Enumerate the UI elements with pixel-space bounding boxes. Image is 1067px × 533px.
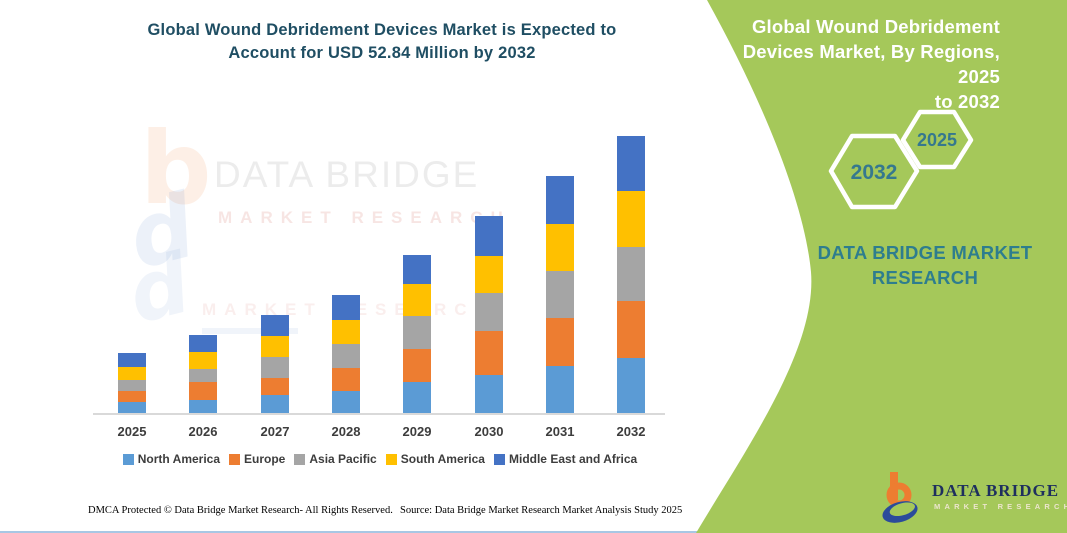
databridge-logo-name: DATA BRIDGE (932, 481, 1060, 500)
legend-swatch-icon (294, 453, 306, 465)
bar-segment-2030-asia-pacific (475, 293, 503, 331)
bar-segment-2025-asia-pacific (118, 380, 146, 391)
legend-swatch-icon (493, 453, 505, 465)
bar-segment-2031-middle-east-and-africa (546, 176, 574, 224)
bar-segment-2029-south-america (403, 284, 431, 316)
bar-segment-2030-south-america (475, 256, 503, 293)
x-axis-label-2025: 2025 (117, 424, 147, 439)
legend-item-middle-east-and-africa: Middle East and Africa (493, 452, 638, 466)
bar-segment-2029-asia-pacific (403, 316, 431, 349)
databridge-logo-tagline: MARKET RESEARCH (934, 502, 1067, 511)
databridge-logo-icon (882, 472, 918, 523)
bar-segment-2029-north-america (403, 382, 431, 413)
x-axis-label-2026: 2026 (188, 424, 218, 439)
bar-segment-2029-middle-east-and-africa (403, 255, 431, 284)
legend-label: Middle East and Africa (508, 452, 638, 466)
stacked-bar-2029 (403, 255, 431, 413)
legend-label: Asia Pacific (309, 452, 377, 466)
hexagon-2025-label: 2025 (917, 130, 957, 150)
plot-area: 2025 2026 2027 2028 2029 2030 2031 2032 (93, 136, 665, 439)
x-axis-label-2028: 2028 (331, 424, 361, 439)
stacked-bar-2030 (475, 216, 503, 413)
bar-segment-2028-europe (332, 368, 360, 391)
legend-swatch-icon (122, 453, 134, 465)
hexagon-2032-label: 2032 (851, 161, 898, 184)
stacked-bar-2027 (261, 315, 289, 413)
bar-segment-2027-asia-pacific (261, 357, 289, 378)
legend-item-south-america: South America (385, 452, 485, 466)
legend-item-europe: Europe (229, 452, 285, 466)
side-panel-title: Global Wound Debridement Devices Market,… (742, 16, 1000, 112)
bar-segment-2027-north-america (261, 395, 289, 413)
bar-segment-2025-europe (118, 391, 146, 402)
legend-item-asia-pacific: Asia Pacific (294, 452, 377, 466)
bar-segment-2026-north-america (189, 400, 217, 413)
chart-legend: North America Europe Asia Pacific South Ame… (88, 452, 672, 466)
bar-segment-2026-south-america (189, 352, 217, 369)
bar-segment-2027-south-america (261, 336, 289, 357)
legend-label: North America (137, 452, 221, 466)
x-axis-label-2030: 2030 (474, 424, 504, 439)
bar-segment-2027-europe (261, 378, 289, 395)
legend-item-north-america: North America (122, 452, 221, 466)
dmca-text: DMCA Protected © Data Bridge Market Rese… (88, 505, 393, 516)
bar-segment-2031-south-america (546, 224, 574, 271)
x-axis-line (93, 413, 665, 415)
bar-segment-2030-middle-east-and-africa (475, 216, 503, 256)
databridge-logo: DATA BRIDGE MARKET RESEARCH (876, 466, 1067, 526)
bar-segment-2032-europe (617, 301, 645, 358)
legend-swatch-icon (385, 453, 397, 465)
bar-segment-2028-south-america (332, 320, 360, 344)
x-axis-label-2029: 2029 (402, 424, 432, 439)
bar-segment-2028-middle-east-and-africa (332, 295, 360, 320)
x-axis-label-2027: 2027 (260, 424, 290, 439)
bar-segment-2025-middle-east-and-africa (118, 353, 146, 367)
bar-segment-2028-north-america (332, 391, 360, 413)
stacked-bar-2026 (189, 335, 217, 413)
bar-segment-2031-asia-pacific (546, 271, 574, 318)
side-panel-brand-text: DATA BRIDGE MARKET RESEARCH (817, 242, 1033, 288)
bar-segment-2032-south-america (617, 191, 645, 247)
bar-segment-2031-europe (546, 318, 574, 366)
stacked-bar-2031 (546, 176, 574, 413)
bar-segment-2029-europe (403, 349, 431, 382)
bar-segment-2027-middle-east-and-africa (261, 315, 289, 336)
bar-segment-2032-asia-pacific (617, 247, 645, 301)
bar-segment-2025-north-america (118, 402, 146, 413)
x-axis-label-2031: 2031 (545, 424, 575, 439)
bar-segment-2026-europe (189, 382, 217, 400)
stacked-bar-2028 (332, 295, 360, 413)
stacked-bar-2032 (617, 136, 645, 413)
chart-title: Global Wound Debridement Devices Market … (147, 21, 617, 63)
bar-segment-2030-europe (475, 331, 503, 375)
bar-segment-2032-north-america (617, 358, 645, 413)
legend-label: Europe (244, 452, 286, 466)
bar-segment-2026-asia-pacific (189, 369, 217, 382)
bar-segment-2028-asia-pacific (332, 344, 360, 368)
bar-segment-2025-south-america (118, 367, 146, 380)
bar-segment-2032-middle-east-and-africa (617, 136, 645, 191)
bar-segment-2026-middle-east-and-africa (189, 335, 217, 352)
stacked-bar-2025 (118, 353, 146, 413)
x-axis-label-2032: 2032 (616, 424, 646, 439)
bar-segment-2031-north-america (546, 366, 574, 413)
hexagon-badges: 2032 2025 (828, 109, 974, 210)
bottom-divider (0, 531, 1067, 533)
source-text: Source: Data Bridge Market Research Mark… (400, 505, 683, 516)
bar-segment-2030-north-america (475, 375, 503, 413)
legend-label: South America (400, 452, 485, 466)
legend-swatch-icon (229, 453, 241, 465)
